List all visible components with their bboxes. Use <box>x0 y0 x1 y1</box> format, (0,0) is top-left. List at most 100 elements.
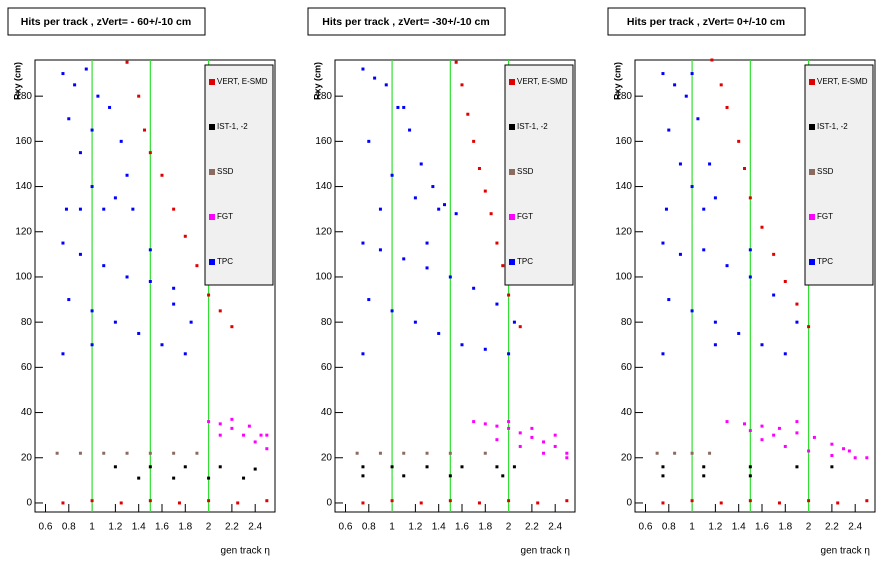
x-tick-label: 2.2 <box>225 522 239 533</box>
legend-label: FGT <box>517 212 533 221</box>
hit-point <box>512 320 516 324</box>
hit-point <box>489 212 493 216</box>
legend-marker <box>809 79 815 85</box>
x-axis-label: gen track η <box>521 546 570 557</box>
hit-point <box>125 451 129 455</box>
hit-point <box>830 465 834 469</box>
hit-point <box>78 151 82 155</box>
hit-point <box>265 447 269 451</box>
hit-point <box>448 499 452 503</box>
legend-label: TPC <box>517 257 533 266</box>
hit-point <box>472 139 476 143</box>
x-tick-label: 1.6 <box>155 522 169 533</box>
hit-point <box>783 279 787 283</box>
x-tick-label: 1.2 <box>708 522 722 533</box>
hit-point <box>472 420 476 424</box>
hit-point <box>218 422 222 426</box>
legend-marker <box>809 214 815 220</box>
hit-point <box>702 248 706 252</box>
y-tick-label: 120 <box>615 226 632 237</box>
x-tick-label: 2.2 <box>825 522 839 533</box>
hit-point <box>830 454 834 457</box>
hit-point <box>460 465 464 469</box>
title-box <box>7 7 206 36</box>
x-tick-label: 2.4 <box>548 522 562 533</box>
hit-point <box>696 117 700 121</box>
hit-point <box>495 302 499 306</box>
y-axis-label: Rxy (cm) <box>612 62 622 100</box>
y-tick-label: 100 <box>15 272 32 283</box>
hit-point <box>737 139 741 143</box>
y-tick-label: 80 <box>21 317 33 328</box>
y-tick-label: 180 <box>15 91 32 102</box>
hit-point <box>708 451 712 455</box>
hit-point <box>725 105 729 109</box>
hit-point <box>148 151 152 155</box>
hit-point <box>378 248 382 252</box>
hit-point <box>853 456 857 460</box>
hit-point <box>748 429 752 433</box>
x-tick-label: 0.6 <box>39 522 53 533</box>
hit-point <box>667 128 671 132</box>
hit-point <box>725 420 729 424</box>
x-tick-label: 0.8 <box>362 522 376 533</box>
hit-point <box>448 451 452 455</box>
x-tick-label: 1.4 <box>432 522 446 533</box>
x-tick-label: 0.8 <box>662 522 676 533</box>
legend-label: IST-1, -2 <box>517 122 548 131</box>
hit-point <box>795 420 799 424</box>
y-axis-label: Rxy (cm) <box>312 62 322 100</box>
hit-point <box>96 94 100 98</box>
hit-point <box>90 343 94 347</box>
hit-point <box>253 440 257 444</box>
hit-point <box>760 343 764 347</box>
hit-point <box>419 501 423 505</box>
title-box <box>307 7 506 36</box>
x-tick-label: 1 <box>389 522 395 533</box>
hit-point <box>501 264 505 268</box>
x-tick-label: 2.4 <box>848 522 862 533</box>
hit-point <box>90 185 94 189</box>
hit-point <box>690 72 694 76</box>
x-tick-label: 1 <box>89 522 95 533</box>
hit-point <box>795 465 799 469</box>
hit-point <box>553 444 557 448</box>
hit-point <box>61 241 65 245</box>
hit-point <box>483 422 487 426</box>
hit-point <box>195 451 199 455</box>
hit-point <box>690 309 694 313</box>
hit-point <box>777 501 781 505</box>
legend-label: VERT, E-SMD <box>817 77 868 86</box>
hit-point <box>710 58 714 62</box>
legend-label: VERT, E-SMD <box>517 77 568 86</box>
hit-point <box>448 275 452 279</box>
hit-point <box>172 451 176 455</box>
legend-marker <box>509 124 515 130</box>
hit-point <box>661 501 665 505</box>
y-tick-label: 80 <box>621 317 633 328</box>
hit-point <box>495 424 499 428</box>
hit-point <box>748 499 752 503</box>
hit-point <box>402 451 406 455</box>
hit-point <box>536 501 540 505</box>
hit-point <box>183 465 187 469</box>
hit-point <box>661 465 665 469</box>
hit-point <box>737 331 741 335</box>
x-tick-label: 2 <box>506 522 512 533</box>
hit-point <box>684 94 688 98</box>
hit-point <box>518 431 522 435</box>
y-tick-label: 0 <box>326 498 332 509</box>
hit-point <box>847 449 851 453</box>
hit-point <box>783 444 787 448</box>
hit-point <box>361 67 365 71</box>
x-axis-label: gen track η <box>821 546 870 557</box>
hit-point <box>772 433 776 437</box>
hit-point <box>807 499 811 503</box>
hit-point <box>830 442 834 446</box>
hit-point <box>396 105 400 109</box>
y-tick-label: 20 <box>21 452 33 463</box>
y-tick-label: 80 <box>321 317 333 328</box>
hit-point <box>425 266 429 270</box>
